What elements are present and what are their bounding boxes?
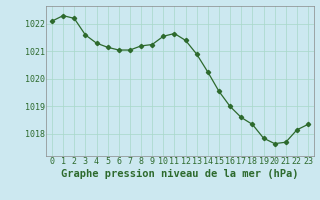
X-axis label: Graphe pression niveau de la mer (hPa): Graphe pression niveau de la mer (hPa) bbox=[61, 169, 299, 179]
